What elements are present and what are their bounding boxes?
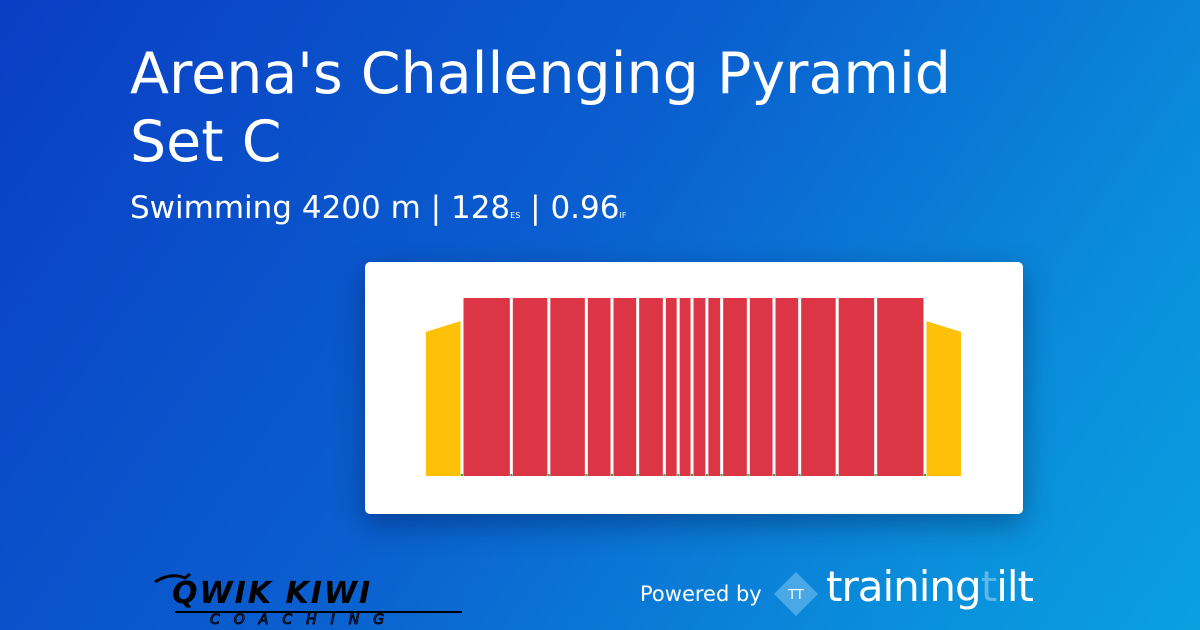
main-segment [613,298,637,476]
rest-segment [836,474,839,476]
rest-segment [798,474,801,476]
rest-segment [705,474,708,476]
rest-segment [510,474,513,476]
main-segment [512,298,548,476]
main-segment [587,298,611,476]
trainingtilt-mark-icon: TT [774,572,818,616]
rest-segment [677,474,680,476]
main-segment [838,298,875,476]
es-value: 128 [450,190,511,226]
rest-segment [611,474,614,476]
rest-segment [747,474,750,476]
rest-segment [461,474,464,476]
rest-segment [663,474,666,476]
rest-segment [874,474,877,476]
svg-text:QWIK KIWI: QWIK KIWI [172,576,372,611]
main-segment [877,298,924,476]
distance: 4200 m [301,190,421,226]
main-segment [775,298,799,476]
main-segment [723,298,747,476]
main-segment [801,298,836,476]
workout-chart [426,298,961,476]
powered-by-label: Powered by [640,582,762,606]
trainingtilt-logo: trainingtilt [826,562,1034,611]
main-segment [693,298,706,476]
if-unit: IF [619,211,627,220]
sport: Swimming [130,190,292,226]
separator: | [530,190,541,226]
rest-segment [585,474,588,476]
main-segment [749,298,773,476]
if-value: 0.96 [550,190,620,226]
main-segment [665,298,677,476]
main-segment [550,298,585,476]
workout-summary: Swimming 4200 m | 128ES | 0.96IF [130,190,626,226]
main-segment [463,298,510,476]
rest-segment [720,474,723,476]
rest-segment [691,474,694,476]
es-unit: ES [510,211,521,220]
workout-chart-card [365,262,1023,514]
main-segment [679,298,691,476]
rest-segment [547,474,550,476]
warmup-segment [426,321,461,476]
svg-text:COACHING: COACHING [210,612,398,625]
rest-segment [923,474,926,476]
rest-segment [773,474,776,476]
qwik-kiwi-coaching-logo: QWIK KIWI COACHING [154,572,462,625]
separator: | [430,190,442,226]
svg-text:TT: TT [787,588,804,603]
cooldown-segment [926,321,961,476]
rest-segment [636,474,639,476]
main-segment [708,298,721,476]
main-segment [639,298,663,476]
workout-title: Arena's Challenging Pyramid Set C [130,41,951,175]
